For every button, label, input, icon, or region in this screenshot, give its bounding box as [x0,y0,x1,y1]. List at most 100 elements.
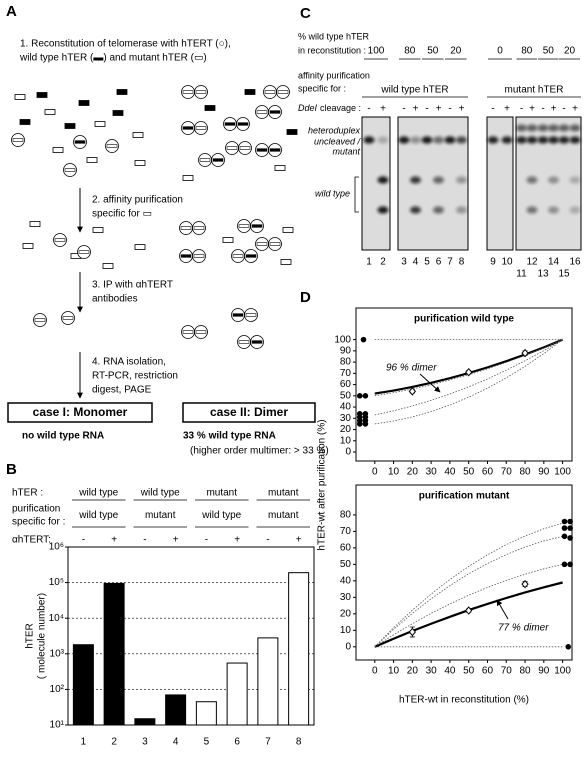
data-point [521,579,529,589]
mutant-rna [134,244,146,250]
lane-number: 13 [537,269,549,280]
x-tick-label: 30 [426,666,438,677]
mutant-rna [245,313,257,317]
data-point [567,561,573,568]
y-tick-label: 40 [340,402,352,413]
wild-type-rna [116,89,128,95]
panel-label: C [300,5,311,22]
y-tick-label: 30 [340,413,352,424]
x-tick-label: 20 [407,467,419,478]
curve [374,563,563,648]
reconstitution-value: 80 [521,46,533,57]
group-label: mutant hTER [505,85,564,96]
mutant-rna [277,90,289,94]
reconstitution-value: 80 [404,46,416,57]
band-label: mutant [332,146,360,156]
data-point [567,518,573,525]
row-label: DdeI cleavage : [298,103,361,113]
lane-number: 6 [436,257,442,268]
mutant-rna [182,90,194,94]
wild-type-rna [212,158,224,162]
mutant-rna [22,243,34,249]
mutant-rna [238,340,250,344]
mutant-rna [62,316,74,320]
gel-band [537,136,549,144]
panel-label: A [6,3,17,20]
lane-number: 5 [424,257,430,268]
step-text: digest, PAGE [92,385,152,396]
mutant-rna [280,259,292,265]
gel-band [548,176,559,184]
y-tick-label: 10¹ [50,720,65,731]
x-tick-label: 60 [482,666,494,677]
mutant-rna [264,90,276,94]
mutant-rna [54,238,66,242]
mutant-rna [195,330,207,334]
lane-number: 15 [558,269,570,280]
data-point [561,525,568,531]
case-result: 33 % wild type RNA [183,431,276,442]
y-axis-label: hTER-wt after purification (%) [317,419,328,550]
mutant-rna [195,90,207,94]
band-label: uncleaved / [314,136,362,146]
wild-type-rna [244,89,256,95]
cleavage-sign: + [436,104,442,115]
y-tick-label: 0 [345,641,351,652]
gel-band [377,176,389,184]
y-tick-label: 30 [340,592,352,603]
bracket [354,176,359,213]
curve [374,535,563,648]
y-tick-label: 0 [345,447,351,458]
data-point [362,421,369,427]
wild-type-rna [224,122,236,126]
bar [165,694,187,726]
x-tick-label: 80 [519,666,531,677]
lane-number: 1 [366,257,372,268]
lane-number: 4 [413,257,419,268]
gel-band [501,136,513,144]
data-point [567,525,573,531]
mutant-rna [269,242,281,246]
gel-band [558,136,570,144]
mutant-rna [180,226,192,230]
gel-band [487,136,499,144]
cleavage-sign: - [448,104,451,115]
cleavage-sign: - [541,104,544,115]
bar [195,701,217,726]
wild-type-rna [232,313,244,317]
gel-band [398,136,410,144]
mutant-rna [282,227,294,233]
wild-type-rna [251,224,263,228]
mutant-rna [92,227,104,233]
x-tick-label: 3 [142,737,148,748]
y-tick-label: 40 [340,575,352,586]
chart-title: purification mutant [419,491,510,502]
data-point [561,518,568,525]
data-point [565,644,572,650]
gel-band [569,206,581,214]
cleavage-sign: + [413,104,419,115]
x-tick-label: 100 [554,666,571,677]
gel-image [397,116,469,251]
y-tick-label: 100 [334,334,351,345]
gel-band [377,136,389,144]
header-group: - [205,535,208,546]
case-result: no wild type RNA [22,431,104,442]
gel-band [433,206,444,214]
mutant-rna [226,146,238,150]
wild-type-rna [269,148,281,152]
header-group: mutant [206,488,237,499]
header-group: - [266,535,269,546]
wild-type-rna [78,100,90,106]
header-label: specific for : [12,517,65,528]
gel-band [569,124,581,132]
y-tick-label: 70 [340,368,352,379]
mutant-rna [256,242,268,246]
header-group: + [173,535,179,546]
data-point [465,367,473,377]
wild-type-rna [74,140,86,144]
cleavage-sign: + [504,104,510,115]
bar [134,718,156,726]
lane-number: 14 [548,257,560,268]
y-tick-label: 10⁴ [49,613,64,624]
